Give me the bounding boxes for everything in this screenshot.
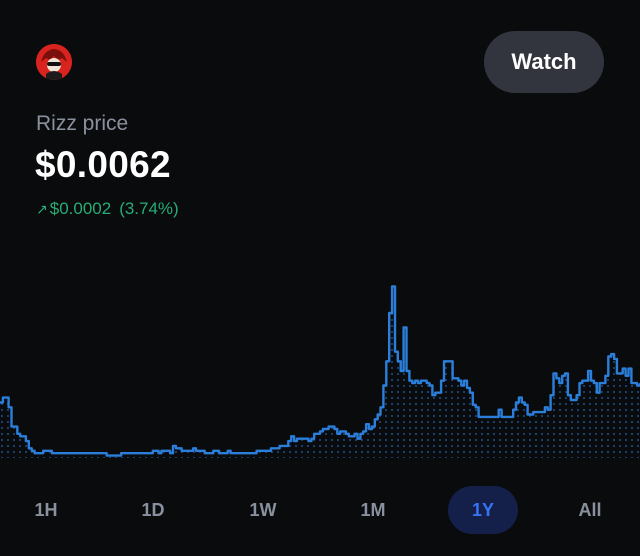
time-range-selector: 1H 1D 1W 1M 1Y All [0, 486, 640, 534]
range-1w-button[interactable]: 1W [249, 499, 277, 520]
range-all-button[interactable]: All [578, 499, 602, 520]
range-1m-button[interactable]: 1M [360, 499, 386, 520]
watch-button[interactable]: Watch [484, 31, 604, 93]
trend-up-arrow-icon: ↗ [36, 200, 48, 217]
price-area-fill [0, 286, 640, 458]
price-change: ↗ $0.0002 (3.74%) [36, 199, 179, 219]
price-chart[interactable] [0, 270, 640, 465]
change-percent: (3.74%) [119, 199, 179, 218]
current-price: $0.0062 [35, 144, 171, 185]
asset-price-label: Rizz price [36, 112, 129, 135]
range-1h-button[interactable]: 1H [34, 499, 58, 520]
range-1y-button[interactable]: 1Y [448, 486, 518, 534]
price-line [0, 285, 640, 457]
range-1d-button[interactable]: 1D [141, 499, 165, 520]
change-amount: $0.0002 [49, 199, 112, 218]
rizz-token-logo-icon [36, 44, 72, 80]
